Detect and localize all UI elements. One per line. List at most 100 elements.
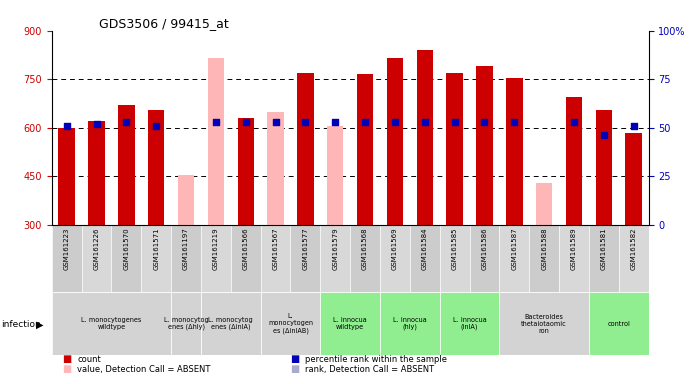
Bar xyxy=(297,73,314,225)
Bar xyxy=(320,292,380,355)
Bar xyxy=(261,292,320,355)
Text: ▶: ▶ xyxy=(36,319,43,329)
Text: L. innocua
(inlA): L. innocua (inlA) xyxy=(453,317,486,330)
Point xyxy=(121,119,132,125)
Text: infection: infection xyxy=(1,320,41,329)
Point xyxy=(628,122,639,129)
Text: GSM161585: GSM161585 xyxy=(452,227,457,270)
Bar xyxy=(625,132,642,225)
Text: GSM161581: GSM161581 xyxy=(601,227,607,270)
Point xyxy=(359,119,371,125)
Text: GSM161579: GSM161579 xyxy=(333,227,338,270)
Point xyxy=(569,119,580,125)
Text: GSM161584: GSM161584 xyxy=(422,227,428,270)
Point xyxy=(449,119,460,125)
Text: L. innocua
wildtype: L. innocua wildtype xyxy=(333,317,367,330)
Point xyxy=(270,119,281,125)
Text: GSM161567: GSM161567 xyxy=(273,227,279,270)
Text: GSM161577: GSM161577 xyxy=(302,227,308,270)
Bar xyxy=(440,292,500,355)
Text: GSM161571: GSM161571 xyxy=(153,227,159,270)
Bar xyxy=(536,183,553,225)
Text: GSM161586: GSM161586 xyxy=(482,227,487,270)
Bar xyxy=(500,225,529,292)
Bar xyxy=(230,225,261,292)
Bar xyxy=(500,292,589,355)
Text: ■: ■ xyxy=(62,364,71,374)
Point xyxy=(509,119,520,125)
Text: value, Detection Call = ABSENT: value, Detection Call = ABSENT xyxy=(77,366,210,374)
Bar xyxy=(148,110,164,225)
Bar xyxy=(327,126,344,225)
Point xyxy=(300,119,311,125)
Point xyxy=(91,121,102,127)
Text: L. monocytogenes
wildtype: L. monocytogenes wildtype xyxy=(81,317,141,330)
Text: control: control xyxy=(607,321,630,326)
Bar xyxy=(141,225,171,292)
Point xyxy=(61,122,72,129)
Bar xyxy=(589,292,649,355)
Text: Bacteroides
thetaiotaomic
ron: Bacteroides thetaiotaomic ron xyxy=(521,313,567,334)
Text: GSM161569: GSM161569 xyxy=(392,227,398,270)
Bar xyxy=(469,225,500,292)
Text: GSM161223: GSM161223 xyxy=(63,227,70,270)
Text: GSM161570: GSM161570 xyxy=(124,227,129,270)
Bar xyxy=(566,97,582,225)
Text: ■: ■ xyxy=(290,354,299,364)
Bar xyxy=(476,66,493,225)
Text: GSM161219: GSM161219 xyxy=(213,227,219,270)
Bar xyxy=(88,121,105,225)
Text: GSM161589: GSM161589 xyxy=(571,227,577,270)
Text: percentile rank within the sample: percentile rank within the sample xyxy=(305,355,447,364)
Text: L. innocua
(hly): L. innocua (hly) xyxy=(393,317,426,330)
Bar xyxy=(52,225,81,292)
Bar xyxy=(208,58,224,225)
Bar xyxy=(410,225,440,292)
Text: ■: ■ xyxy=(62,354,71,364)
Bar xyxy=(320,225,350,292)
Text: GSM161197: GSM161197 xyxy=(183,227,189,270)
Bar xyxy=(201,225,230,292)
Bar xyxy=(171,292,201,355)
Point xyxy=(598,132,609,139)
Bar xyxy=(112,225,141,292)
Bar xyxy=(237,118,254,225)
Text: GSM161587: GSM161587 xyxy=(511,227,518,270)
Point xyxy=(240,119,251,125)
Bar xyxy=(506,78,522,225)
Bar xyxy=(171,225,201,292)
Point xyxy=(420,119,431,125)
Bar xyxy=(595,110,612,225)
Bar xyxy=(380,292,440,355)
Point xyxy=(389,119,400,125)
Text: GSM161588: GSM161588 xyxy=(541,227,547,270)
Text: count: count xyxy=(77,355,101,364)
Text: rank, Detection Call = ABSENT: rank, Detection Call = ABSENT xyxy=(305,366,434,374)
Bar xyxy=(350,225,380,292)
Bar xyxy=(417,50,433,225)
Point xyxy=(479,119,490,125)
Bar xyxy=(589,225,619,292)
Bar xyxy=(357,74,373,225)
Bar xyxy=(290,225,320,292)
Bar xyxy=(52,292,171,355)
Text: ■: ■ xyxy=(290,364,299,374)
Bar xyxy=(261,225,290,292)
Text: GSM161566: GSM161566 xyxy=(243,227,248,270)
Text: GSM161568: GSM161568 xyxy=(362,227,368,270)
Bar xyxy=(559,225,589,292)
Text: GDS3506 / 99415_at: GDS3506 / 99415_at xyxy=(99,17,229,30)
Point xyxy=(210,119,221,125)
Bar xyxy=(529,225,559,292)
Bar xyxy=(118,105,135,225)
Text: GSM161582: GSM161582 xyxy=(631,227,637,270)
Bar xyxy=(446,73,463,225)
Bar xyxy=(386,58,403,225)
Bar xyxy=(81,225,112,292)
Text: L.
monocytogen
es (ΔinlAB): L. monocytogen es (ΔinlAB) xyxy=(268,313,313,334)
Bar xyxy=(201,292,261,355)
Point xyxy=(150,122,161,129)
Text: GSM161226: GSM161226 xyxy=(94,227,99,270)
Bar xyxy=(267,111,284,225)
Bar xyxy=(619,225,649,292)
